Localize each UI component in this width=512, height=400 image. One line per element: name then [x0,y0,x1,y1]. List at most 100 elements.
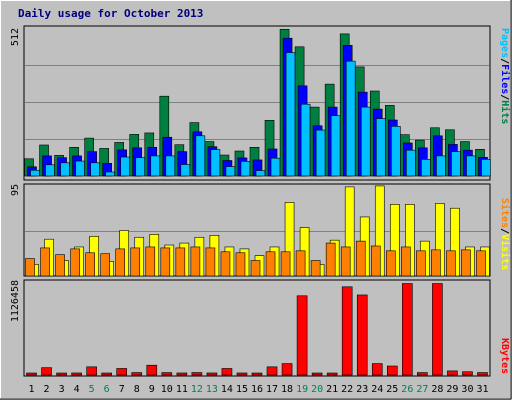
kbytes-bar [236,372,248,376]
sites-bar [160,247,171,277]
pages-bar [285,52,296,177]
kbytes-bar [417,372,428,376]
kbytes-bar [251,372,263,376]
kbytes-bar [311,372,323,376]
kbytes-bar [266,366,278,376]
x-tick-label: 15 [236,384,248,395]
pages-bar [315,129,326,177]
x-tick-label: 30 [461,384,473,395]
legend-pages: Pages [499,28,510,58]
x-tick-label: 20 [311,384,323,395]
pages-bar [375,118,386,177]
sites-bar [446,250,456,277]
x-tick-label: 21 [326,384,338,395]
legend-sep-2: / [499,94,510,100]
pages-bar [165,155,176,177]
kbytes-bar [41,367,52,376]
kbytes-bar [56,372,67,376]
x-tick-label: 25 [386,384,398,395]
pages-bar [225,166,236,177]
sites-bar [461,249,471,277]
x-tick-label: 29 [446,384,458,395]
x-tick-label: 9 [149,384,155,395]
sites-bar [55,254,65,277]
legend-top: Pages/Files/Hits [499,28,511,124]
pages-bar [30,169,40,177]
legend-bottom: KBytes [499,338,510,374]
x-tick-label: 10 [161,384,173,395]
x-tick-label: 7 [119,384,125,395]
kbytes-bar [26,372,37,376]
bars-middle [25,185,490,277]
sites-bar [205,247,216,277]
x-tick-label: 28 [431,384,443,395]
kbytes-bar [146,364,158,376]
ytick-middle: 95 [10,184,21,196]
pages-bar [436,155,446,177]
kbytes-bar [462,371,473,376]
sites-bar [145,246,156,277]
sites-bar [431,249,441,277]
sites-bar [115,248,126,277]
sites-bar [280,251,291,277]
x-tick-label: 6 [104,384,110,395]
pages-bar [105,171,115,177]
sites-bar [175,247,186,277]
sites-bar [265,251,276,277]
kbytes-bar [86,366,97,376]
pages-bar [345,60,356,177]
kbytes-bar [371,363,383,376]
legend-sites: Sites [499,198,511,228]
bars-top [24,28,491,177]
sites-bar [235,252,246,277]
pages-bar [270,157,281,177]
sites-bar [325,242,336,277]
kbytes-bar [402,283,413,376]
pages-bar [195,135,206,177]
sites-bar [25,258,35,277]
x-tick-label: 18 [281,384,293,395]
kbytes-bar [116,368,128,376]
x-tick-label: 24 [371,384,383,395]
pages-bar [240,161,251,177]
kbytes-bar [341,286,353,376]
pages-bar [150,155,161,177]
sites-bar [370,245,381,277]
sites-bar [401,246,411,277]
sites-bar [190,246,201,277]
kbytes-bar [432,283,443,376]
pages-bar [421,159,431,177]
x-tick-label: 3 [59,384,65,395]
sites-bar [220,251,231,277]
x-tick-label: 1 [29,384,35,395]
x-tick-label: 19 [296,384,308,395]
x-tick-label: 22 [341,384,353,395]
kbytes-bar [206,372,218,376]
x-tick-label: 23 [356,384,368,395]
pages-bar [466,155,476,177]
sites-bar [295,250,306,277]
kbytes-bar [101,372,112,376]
legend-hits: Hits [499,100,511,124]
x-tick-label: 17 [266,384,278,395]
sites-bar [340,246,351,277]
pages-bar [390,126,401,177]
grid-top [25,65,489,140]
ytick-top: 512 [10,28,21,46]
x-tick-label: 26 [401,384,413,395]
kbytes-bar [296,295,308,376]
x-tick-label: 13 [206,384,218,395]
sites-bar [130,247,141,277]
x-tick-label: 12 [191,384,203,395]
legend-kbytes: KBytes [499,338,510,374]
x-tick-label: 31 [476,384,488,395]
x-tick-label: 8 [134,384,140,395]
bars-bottom [26,283,488,376]
kbytes-bar [281,363,293,376]
legend-visits: Visits [499,234,511,270]
pages-bar [300,103,311,177]
kbytes-bar [176,372,188,376]
pages-bar [406,149,416,177]
kbytes-bar [191,372,203,376]
sites-bar [385,250,396,277]
